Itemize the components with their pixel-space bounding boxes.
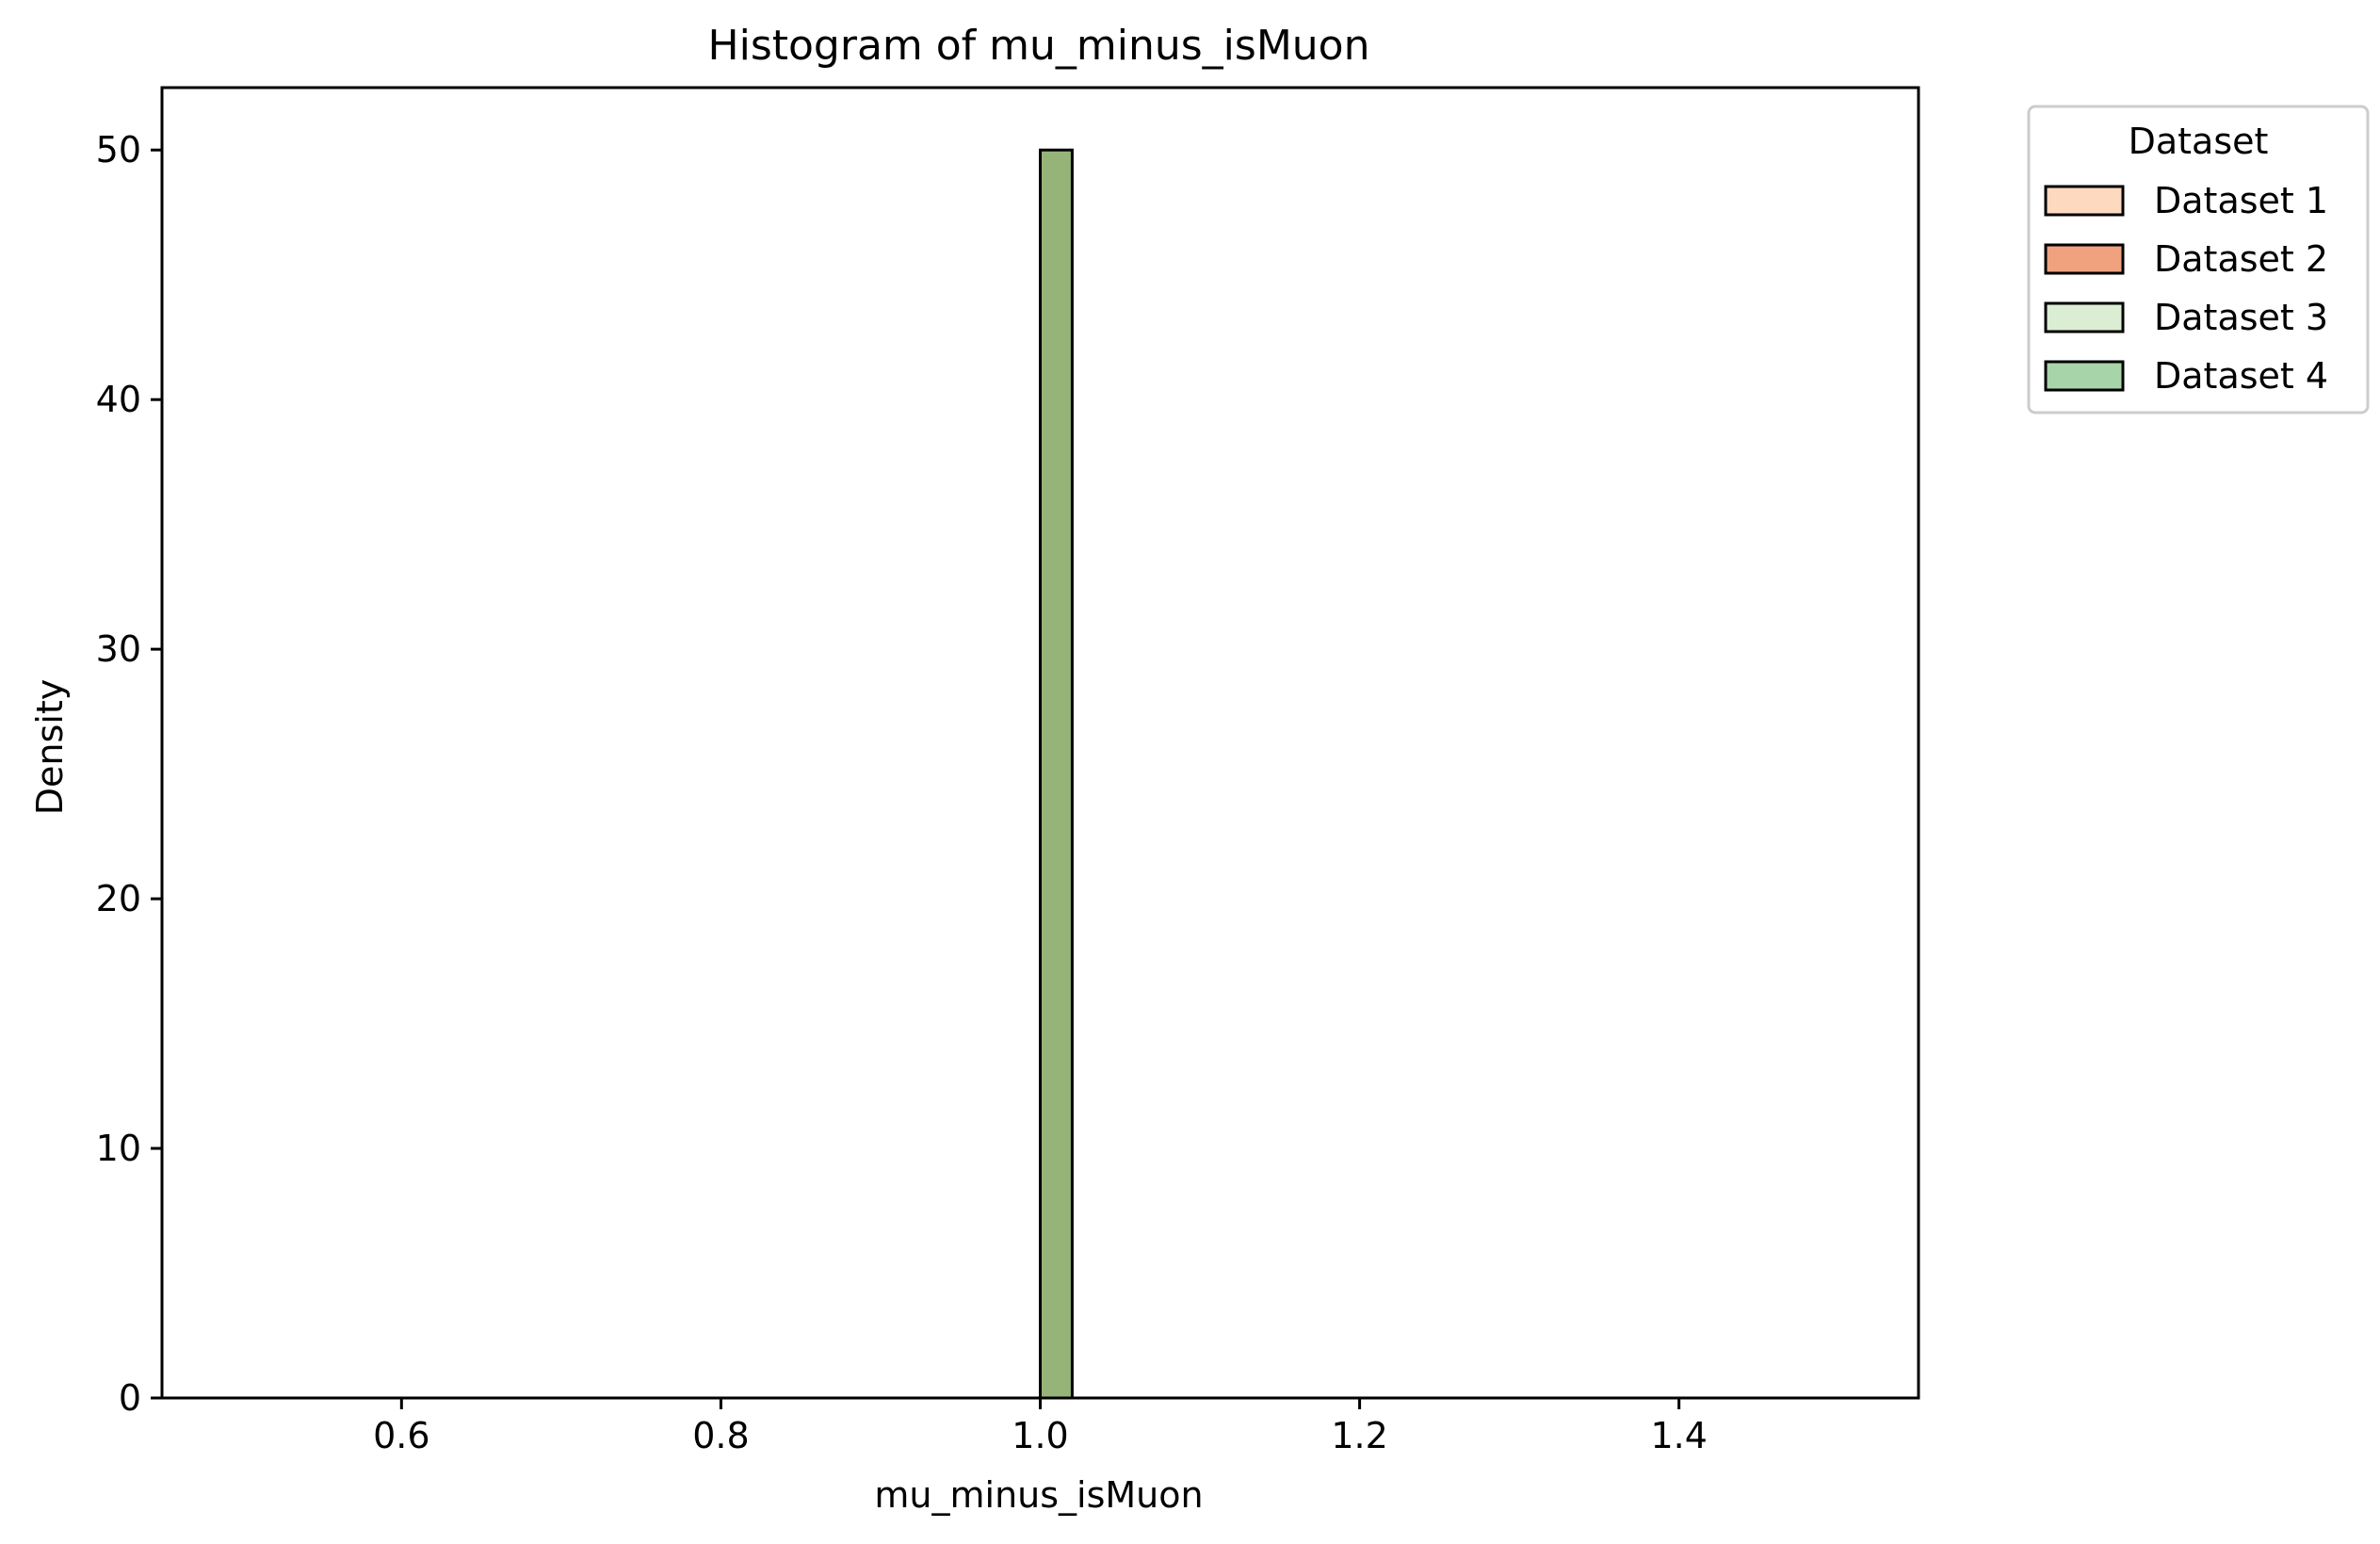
x-tick-label: 0.8 xyxy=(692,1415,749,1456)
legend-swatch-1 xyxy=(2044,185,2125,217)
y-axis-label: Density xyxy=(29,679,71,815)
legend-title: Dataset xyxy=(2129,121,2269,162)
y-tick-label: 20 xyxy=(96,878,141,919)
x-tick-label: 1.4 xyxy=(1650,1415,1707,1456)
x-axis-label: mu_minus_isMuon xyxy=(874,1474,1203,1516)
y-tick-label: 50 xyxy=(96,129,141,171)
legend-label-3: Dataset 3 xyxy=(2154,297,2328,338)
y-tick-label: 30 xyxy=(96,628,141,670)
y-tick-label: 10 xyxy=(96,1128,141,1169)
legend-swatch-2 xyxy=(2044,243,2125,275)
chart-title: Histogram of mu_minus_isMuon xyxy=(708,22,1370,70)
legend-frame xyxy=(2027,105,2370,414)
legend-items: Dataset 1 Dataset 2 Dataset 3 Dataset 4 xyxy=(2044,180,2328,397)
histogram-bar-0 xyxy=(1039,148,1074,1400)
legend-swatch-3 xyxy=(2044,301,2125,333)
legend-label-4: Dataset 4 xyxy=(2154,355,2328,397)
plot-area: 0.6 0.8 1.0 1.2 1.4 0 10 20 30 40 50 xyxy=(96,86,1920,1456)
x-tick-label: 1.0 xyxy=(1012,1415,1068,1456)
y-tick-label: 40 xyxy=(96,379,141,420)
legend-swatch-4 xyxy=(2044,360,2125,392)
x-tick-label: 1.2 xyxy=(1331,1415,1387,1456)
x-tick-label: 0.6 xyxy=(373,1415,429,1456)
legend-label-2: Dataset 2 xyxy=(2154,238,2328,280)
legend-label-1: Dataset 1 xyxy=(2154,180,2328,221)
y-tick-label: 0 xyxy=(119,1377,141,1419)
